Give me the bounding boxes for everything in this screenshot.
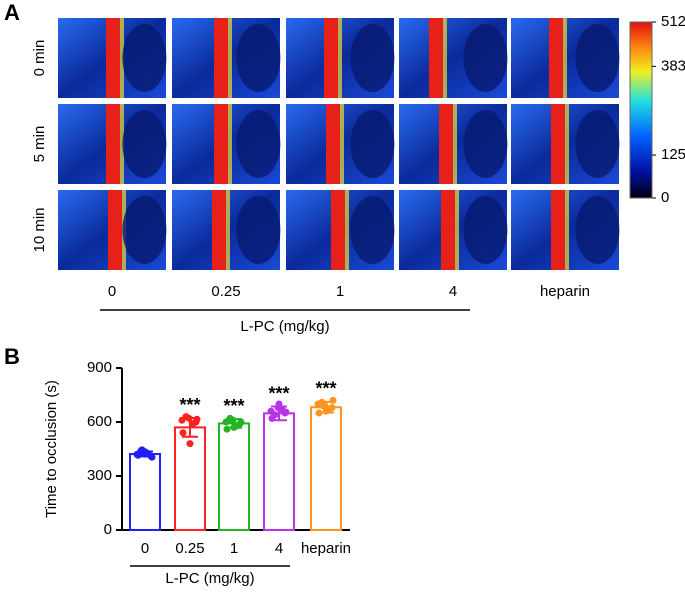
vessel — [106, 104, 120, 184]
data-point — [237, 418, 245, 426]
x-label: L-PC (mg/kg) — [165, 570, 254, 587]
tissue — [575, 110, 620, 178]
vessel-edge — [455, 190, 459, 270]
vessel-edge — [120, 104, 124, 184]
vessel — [108, 190, 122, 270]
significance: *** — [315, 379, 336, 399]
data-point — [134, 451, 142, 459]
panel-label: B — [4, 344, 20, 369]
x-tick-label: 0.25 — [175, 540, 204, 557]
significance: *** — [223, 396, 244, 416]
tissue — [236, 24, 281, 92]
colorbar-label: 383 — [661, 57, 685, 74]
column-label: 0.25 — [211, 283, 240, 300]
vessel-edge — [228, 18, 232, 98]
data-point — [315, 409, 323, 417]
tissue — [575, 24, 620, 92]
tissue — [122, 24, 167, 92]
tissue — [236, 110, 281, 178]
vessel-edge — [453, 104, 457, 184]
data-point — [230, 423, 238, 431]
significance: *** — [179, 395, 200, 415]
tissue — [463, 196, 508, 264]
column-label: 0 — [108, 283, 116, 300]
column-label: 1 — [336, 283, 344, 300]
panel-label: A — [4, 0, 20, 25]
x-tick-label: 0 — [141, 540, 149, 557]
vessel-edge — [565, 104, 569, 184]
vessel-edge — [443, 18, 447, 98]
data-point — [186, 440, 194, 448]
tissue — [463, 110, 508, 178]
data-point — [193, 415, 201, 423]
tissue — [350, 24, 395, 92]
vessel-edge — [228, 104, 232, 184]
data-point — [329, 396, 337, 404]
y-tick-label: 600 — [87, 413, 112, 430]
vessel — [324, 18, 338, 98]
data-point — [179, 429, 187, 437]
y-tick-label: 0 — [104, 521, 112, 538]
data-point — [319, 402, 327, 410]
vessel — [326, 104, 340, 184]
x-tick-label: heparin — [301, 540, 351, 557]
vessel — [214, 104, 228, 184]
bar — [263, 412, 295, 531]
y-label: Time to occlusion (s) — [43, 380, 60, 518]
data-point — [182, 413, 190, 421]
tissue — [236, 196, 281, 264]
colorbar-label: 125 — [661, 146, 685, 163]
row-label: 0 min — [31, 40, 48, 77]
vessel — [439, 104, 453, 184]
vessel — [429, 18, 443, 98]
vessel — [549, 18, 563, 98]
vessel-edge — [338, 18, 342, 98]
data-point — [322, 407, 330, 415]
vessel — [551, 190, 565, 270]
significance: *** — [268, 383, 289, 403]
data-point — [189, 420, 197, 428]
bar — [129, 453, 161, 532]
vessel-edge — [120, 18, 124, 98]
colorbar-label: 0 — [661, 189, 669, 206]
tissue — [463, 24, 508, 92]
tissue — [350, 110, 395, 178]
column-label: heparin — [540, 283, 590, 300]
colorbar-label: 512 — [661, 13, 685, 30]
vessel — [441, 190, 455, 270]
vessel-edge — [226, 190, 230, 270]
vessel-edge — [345, 190, 349, 270]
data-point — [148, 453, 156, 461]
data-point — [227, 415, 235, 423]
vessel-edge — [565, 190, 569, 270]
tissue — [575, 196, 620, 264]
y-tick-label: 900 — [87, 359, 112, 376]
data-point — [268, 414, 276, 422]
vessel-edge — [340, 104, 344, 184]
tissue — [122, 196, 167, 264]
row-label: 5 min — [31, 126, 48, 163]
bar — [310, 406, 342, 531]
data-point — [138, 446, 146, 454]
bar — [218, 422, 250, 531]
data-point — [275, 400, 283, 408]
tissue — [122, 110, 167, 178]
x-tick-label: 4 — [275, 540, 283, 557]
x-tick-label: 1 — [230, 540, 238, 557]
tissue — [350, 196, 395, 264]
vessel-edge — [563, 18, 567, 98]
x-label: L-PC (mg/kg) — [240, 318, 329, 335]
column-label: 4 — [449, 283, 457, 300]
row-label: 10 min — [31, 207, 48, 252]
vessel — [106, 18, 120, 98]
vessel — [331, 190, 345, 270]
vessel — [551, 104, 565, 184]
colorbar — [629, 21, 653, 199]
vessel — [214, 18, 228, 98]
data-point — [282, 408, 290, 416]
vessel — [212, 190, 226, 270]
y-tick-label: 300 — [87, 467, 112, 484]
data-point — [223, 425, 231, 433]
